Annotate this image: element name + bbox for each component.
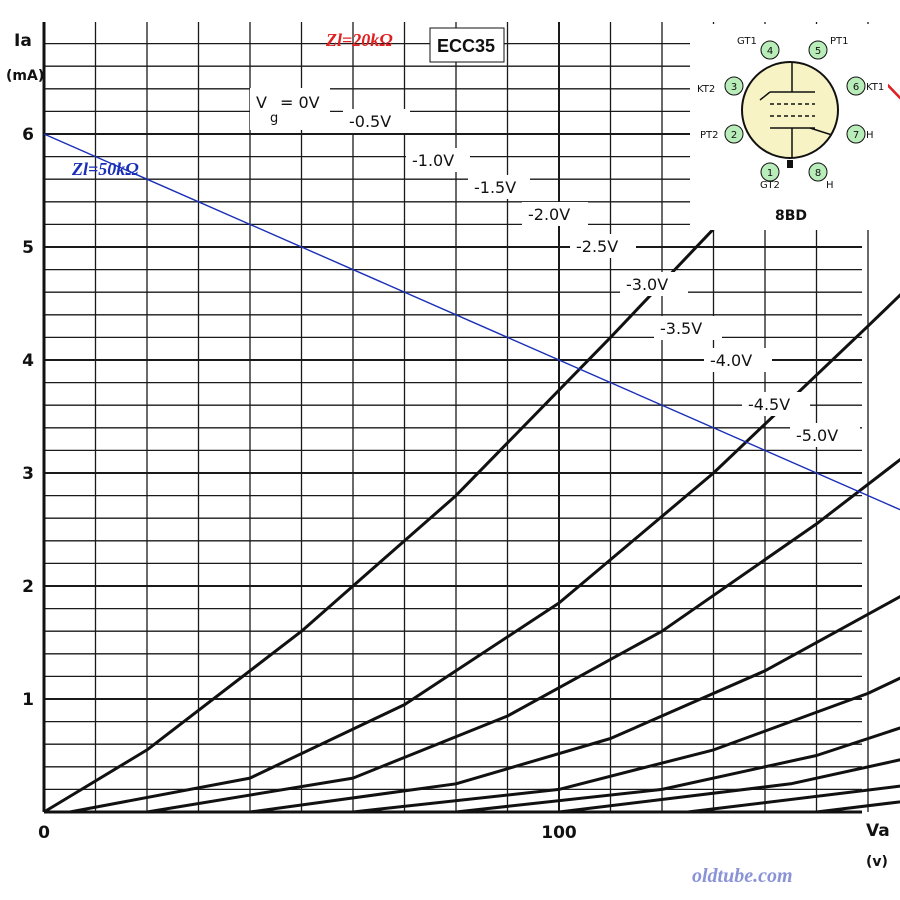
- y-tick-label: 2: [22, 577, 34, 597]
- pin-number: 2: [731, 130, 737, 141]
- x-axis-unit: (v): [866, 854, 888, 870]
- tube-bulb-icon: [741, 61, 839, 159]
- y-tick-label: 4: [22, 351, 34, 371]
- curve-label: -4.0V: [710, 351, 752, 370]
- curve-label-bg: [790, 423, 860, 447]
- pin-5-icon: [808, 40, 828, 60]
- key-icon: [787, 160, 793, 168]
- pin-number: 7: [853, 130, 859, 141]
- x-tick-label: 100: [541, 823, 577, 843]
- curve-label-bg: [522, 202, 588, 226]
- pin-2-icon: [724, 124, 744, 144]
- curve-label: -0.5V: [349, 112, 391, 131]
- load-lines: Zl=20kΩ Zl=50kΩ: [43, 30, 900, 511]
- curve-label-bg: [742, 392, 810, 416]
- curve-series-3: [249, 594, 900, 814]
- y-tick-label: 1: [22, 690, 34, 710]
- tube-title: ECC35: [429, 27, 505, 63]
- curve-series-1: [69, 293, 900, 814]
- pin-6-icon: [846, 76, 866, 96]
- pin-number: 4: [767, 46, 773, 57]
- pin-1-icon: [760, 162, 780, 182]
- y-tick-label: 5: [22, 238, 34, 258]
- pin-number: 8: [815, 168, 821, 179]
- pin-number: 5: [815, 46, 821, 57]
- curve-label-bg: [570, 234, 636, 258]
- curve-labels: Vg= 0V -0.5V -1.0V -1.5V -2.0V -2.5V -3.0V -3.5…: [250, 88, 860, 447]
- load-line-label-50k: Zl=50kΩ: [71, 159, 139, 179]
- pin-number: 1: [767, 168, 773, 179]
- curve-label-bg: [468, 175, 530, 199]
- curve-label-vg: V: [256, 93, 267, 112]
- pin-number: 6: [853, 82, 859, 93]
- curve-series-6: [558, 758, 900, 814]
- y-axis-label: Ia (mA): [2, 28, 44, 86]
- pin-label: KT2: [697, 84, 715, 95]
- curve-label-vg-value: = 0V: [280, 93, 320, 112]
- pin-number: 3: [731, 82, 737, 93]
- curve-label: -2.0V: [528, 205, 570, 224]
- curve-series-2: [146, 457, 900, 814]
- pin-label: GT1: [737, 36, 757, 47]
- pin-label: H: [866, 130, 874, 141]
- curve-label: -4.5V: [748, 395, 790, 414]
- pin-label: GT2: [760, 180, 780, 191]
- load-line-label-20k: Zl=20kΩ: [325, 30, 393, 50]
- curve-label: -1.0V: [412, 151, 454, 170]
- curve-label-bg: [704, 348, 772, 372]
- base-label: 8BD: [775, 208, 807, 224]
- tube-title-text: ECC35: [437, 36, 495, 56]
- electrode-sketch: [759, 62, 833, 158]
- curve-label-vg-sub: g: [270, 111, 278, 126]
- y-axis-unit: (mA): [6, 68, 44, 84]
- curve-label-bg: [343, 109, 410, 133]
- y-axis-label-text: Ia: [14, 31, 32, 51]
- pin-label: KT1: [866, 82, 884, 93]
- curve-label-bg: [654, 316, 722, 340]
- pin-label: PT2: [700, 130, 719, 141]
- y-tick-label: 3: [22, 464, 34, 484]
- pin-4-icon: [760, 40, 780, 60]
- curve-label: -1.5V: [474, 178, 516, 197]
- pin-label: PT1: [830, 36, 849, 47]
- x-tick-label: 0: [38, 823, 50, 843]
- curve-label-bg: [406, 148, 470, 172]
- load-line-1: [43, 133, 900, 511]
- x-axis-label: Va (v): [866, 821, 890, 870]
- pin-8-icon: [808, 162, 828, 182]
- y-tick-label: 6: [22, 125, 34, 145]
- curve-label: -3.5V: [660, 319, 702, 338]
- pin-3-icon: [724, 76, 744, 96]
- pin-7-icon: [846, 124, 866, 144]
- curve-series-5: [455, 726, 900, 814]
- curve-label: -2.5V: [576, 237, 618, 256]
- curve-label-bg: [620, 272, 688, 296]
- x-axis-label-text: Va: [866, 821, 890, 841]
- curve-series-4: [352, 676, 900, 814]
- tick-labels: 0100200300400123456: [22, 125, 577, 843]
- watermark: oldtube.com: [692, 865, 793, 887]
- curve-label: -3.0V: [626, 275, 668, 294]
- curve-label-bg: [250, 88, 330, 130]
- pin-label: H: [826, 180, 834, 191]
- curve-label: -5.0V: [796, 426, 838, 445]
